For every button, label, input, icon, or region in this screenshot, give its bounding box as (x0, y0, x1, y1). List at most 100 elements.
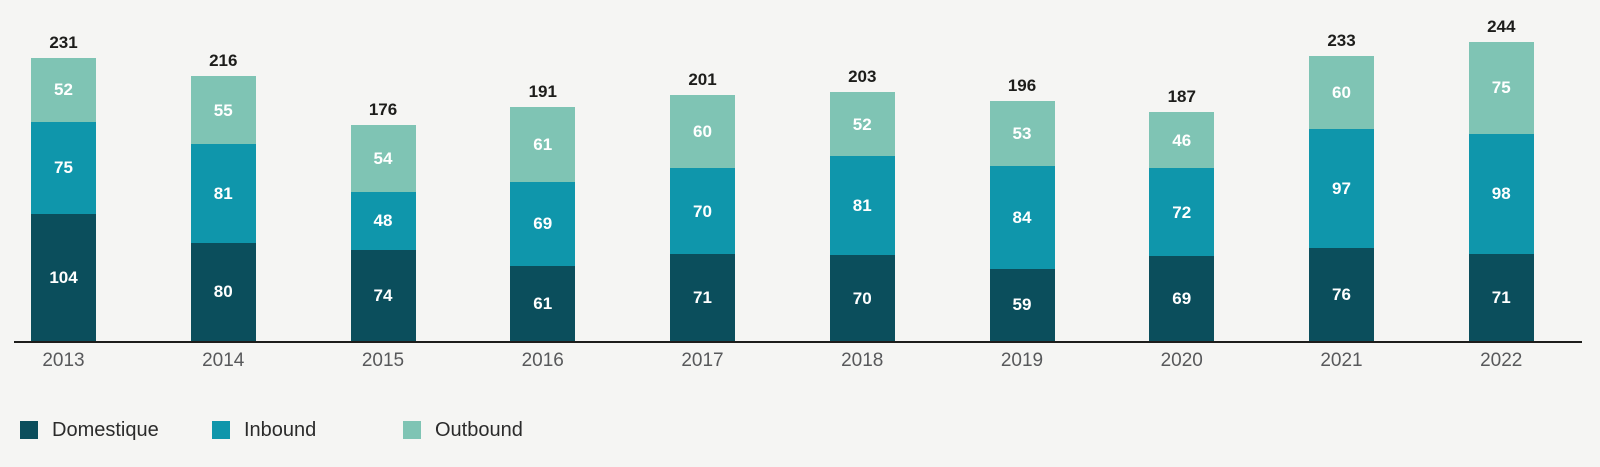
x-tick-2019: 2019 (1000, 350, 1044, 371)
bar-segment-inbound-2022: 98 (1468, 133, 1534, 254)
bar-segment-outbound-2018: 52 (829, 92, 895, 156)
bar-stack: 60 70 71 (670, 94, 735, 341)
legend-item-domestique: Domestique (20, 420, 159, 440)
bar-segment-domestique-2018: 70 (829, 255, 895, 341)
segment-value-label: 46 (1172, 130, 1192, 150)
segment-value-label: 52 (54, 80, 73, 100)
segment-value-label: 60 (693, 121, 712, 141)
bar-segment-domestique-2017: 71 (670, 254, 735, 341)
bar-group-2014: 216 55 81 80 (190, 51, 256, 341)
segment-value-label: 97 (1332, 178, 1351, 198)
bar-stack: 52 75 104 (31, 57, 96, 341)
bar-segment-inbound-2020: 72 (1149, 168, 1215, 257)
bar-segment-domestique-2019: 59 (989, 268, 1055, 341)
segment-value-label: 54 (373, 148, 393, 168)
total-label: 187 (1167, 86, 1196, 106)
bar-segment-outbound-2022: 75 (1468, 42, 1534, 134)
segment-value-label: 69 (1172, 289, 1192, 309)
total-label: 196 (1007, 75, 1037, 95)
total-label: 176 (368, 100, 398, 120)
legend-label: Outbound (435, 419, 523, 441)
legend-swatch-outbound (403, 421, 421, 439)
bar-segment-inbound-2015: 48 (350, 191, 416, 251)
segment-value-label: 98 (1491, 184, 1511, 204)
segment-value-label: 80 (213, 282, 233, 302)
bar-group-2015: 176 54 48 74 (350, 100, 416, 341)
bar-group-2018: 203 52 81 70 (829, 68, 895, 341)
x-tick-2017: 2017 (681, 350, 724, 371)
bar-stack: 60 97 76 (1309, 55, 1374, 341)
segment-value-label: 81 (852, 196, 872, 216)
bar-group-2022: 244 75 98 71 (1468, 17, 1534, 341)
x-tick-2015: 2015 (361, 350, 405, 371)
bar-segment-inbound-2021: 97 (1309, 129, 1374, 248)
legend-label: Inbound (244, 419, 317, 441)
bar-group-2013: 231 52 75 104 (31, 34, 96, 341)
legend-swatch-domestique (20, 421, 38, 439)
segment-value-label: 61 (533, 134, 553, 154)
bar-segment-domestique-2020: 69 (1149, 256, 1215, 341)
segment-value-label: 70 (693, 201, 712, 221)
segment-value-label: 72 (1172, 202, 1192, 222)
x-axis-line (14, 341, 1582, 343)
x-tick-2020: 2020 (1160, 350, 1203, 371)
bar-segment-outbound-2016: 61 (510, 106, 576, 182)
x-tick-2018: 2018 (841, 350, 884, 371)
bar-segment-domestique-2021: 76 (1309, 247, 1374, 341)
bar-group-2016: 191 61 69 61 (510, 83, 576, 341)
segment-value-label: 70 (852, 288, 872, 308)
bar-group-2019: 196 53 84 59 (989, 75, 1055, 341)
segment-value-label: 84 (1012, 207, 1032, 227)
x-tick-2016: 2016 (521, 350, 564, 371)
total-label: 201 (688, 69, 717, 89)
bar-group-2021: 233 60 97 76 (1309, 30, 1374, 341)
segment-value-label: 48 (373, 211, 393, 231)
bar-segment-domestique-2022: 71 (1468, 254, 1534, 341)
segment-value-label: 104 (49, 267, 78, 287)
total-label: 231 (49, 32, 78, 52)
segment-value-label: 61 (533, 294, 553, 314)
bar-segment-inbound-2017: 70 (670, 168, 735, 254)
bar-segment-domestique-2016: 61 (510, 266, 576, 341)
legend-label: Domestique (52, 419, 159, 441)
bar-segment-outbound-2020: 46 (1149, 111, 1215, 169)
bar-segment-outbound-2014: 55 (190, 76, 256, 144)
bar-stack: 46 72 69 (1149, 111, 1215, 341)
total-label: 244 (1487, 17, 1516, 36)
segment-value-label: 75 (54, 158, 73, 178)
x-tick-2013: 2013 (42, 350, 85, 371)
segment-value-label: 52 (852, 114, 872, 134)
x-tick-2014: 2014 (202, 350, 245, 371)
segment-value-label: 59 (1012, 295, 1032, 315)
bar-segment-outbound-2019: 53 (989, 100, 1055, 166)
segment-value-label: 81 (213, 183, 233, 203)
bar-segment-outbound-2017: 60 (670, 94, 735, 169)
bar-segment-outbound-2015: 54 (350, 125, 416, 192)
bar-segment-inbound-2019: 84 (989, 165, 1055, 269)
bar-segment-inbound-2013: 75 (31, 121, 96, 214)
segment-value-label: 74 (373, 286, 393, 306)
bar-stack: 53 84 59 (989, 100, 1055, 341)
segment-value-label: 60 (1332, 82, 1351, 102)
bar-segment-outbound-2021: 60 (1309, 55, 1374, 130)
segment-value-label: 69 (533, 214, 553, 234)
total-label: 216 (209, 51, 238, 71)
bar-stack: 55 81 80 (190, 76, 256, 341)
legend-item-inbound: Inbound (212, 420, 316, 440)
segment-value-label: 76 (1332, 284, 1351, 304)
bar-group-2020: 187 46 72 69 (1149, 86, 1215, 341)
segment-value-label: 71 (693, 288, 712, 307)
segment-value-label: 55 (213, 100, 233, 120)
total-label: 233 (1327, 30, 1356, 50)
bar-group-2017: 201 60 70 71 (670, 71, 735, 341)
segment-value-label: 71 (1491, 288, 1511, 307)
plot-area: 231 52 75 104 216 55 81 80 176 54 48 74 191 61 69 61 201… (31, 17, 1534, 341)
bar-stack: 52 81 70 (829, 92, 895, 341)
x-tick-2021: 2021 (1320, 350, 1363, 371)
bar-stack: 54 48 74 (350, 125, 416, 341)
legend-swatch-inbound (212, 421, 230, 439)
segment-value-label: 53 (1012, 123, 1032, 143)
bar-segment-domestique-2014: 80 (190, 242, 256, 341)
bar-segment-inbound-2014: 81 (190, 143, 256, 243)
